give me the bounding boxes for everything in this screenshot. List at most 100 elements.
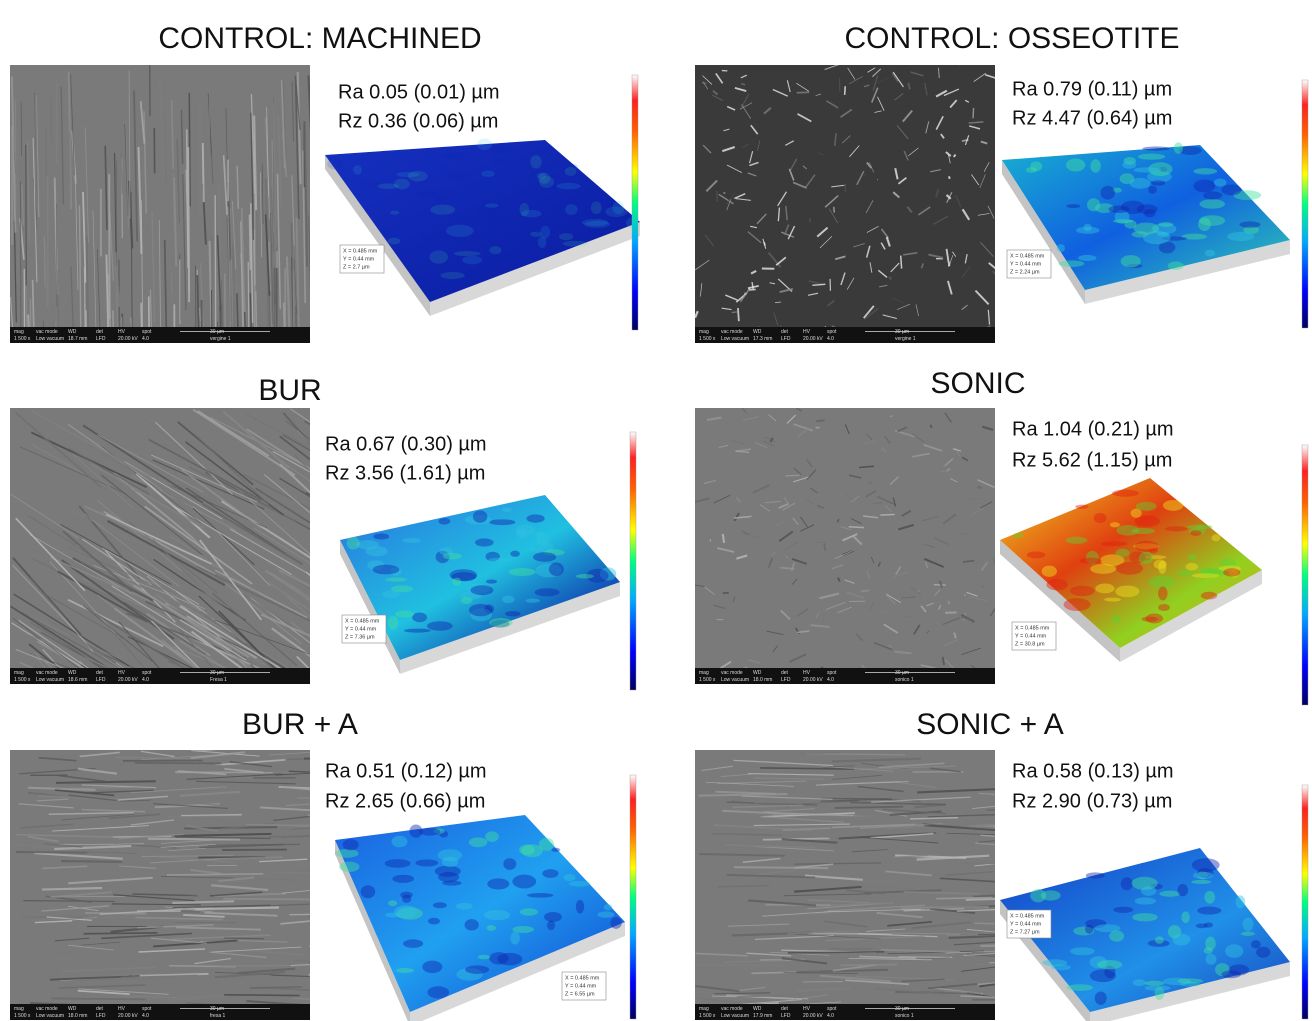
panel-title: BUR + A [242,708,358,741]
surface-texture [428,918,440,925]
colorbar [1302,785,1308,1019]
sem-texture [58,680,121,729]
surface-texture [527,893,554,898]
surface-texture [445,214,469,222]
surface-texture [1086,872,1105,878]
sem-bar-header: HV [118,670,126,676]
surface-texture [1235,895,1245,908]
inset-text: Y = 0.44 mm [343,256,375,262]
ra-value: Ra 0.58 (0.13) µm [1012,760,1174,782]
surface-texture [1042,959,1067,966]
sem-texture [738,658,739,661]
sem-bar-header: HV [803,670,811,676]
sem-bar-value: 1 500 x [14,677,31,683]
sem-texture [781,568,795,569]
sem-bar-value: LFD [96,1013,106,1019]
sem-texture [125,675,198,747]
surface-texture [533,552,556,561]
figure: CONTROL: MACHINEDRa 0.05 (0.01) µmRz 0.3… [0,0,1312,1021]
sem-bar-header: det [781,329,789,335]
sem-bar-value: 18.6 mm [68,677,87,683]
panel-title: BUR [258,374,321,407]
sem-texture [714,993,770,994]
sem-texture [250,215,251,270]
surface-texture [435,866,461,877]
surface-texture [564,874,576,881]
surface-texture [1151,180,1165,185]
surface-texture [502,595,515,603]
sem-bar-value: 17.3 mm [753,336,772,342]
surface-texture [415,859,438,866]
sem-texture [135,763,222,764]
surface-texture [512,875,536,889]
sem-image [10,408,406,757]
sem-texture [835,807,903,808]
sem-texture [307,1017,338,1018]
sem-bar-value: 20.00 kV [803,677,823,683]
inset-text: Z = 6.55 µm [565,991,595,997]
sem-bar-value: sonico 1 [895,1013,914,1019]
surface-texture [440,272,464,279]
surface-texture [1100,186,1114,200]
sem-texture [788,952,884,953]
surface-texture [403,939,423,948]
surface-texture [1058,260,1084,267]
surface-texture [422,961,442,973]
panel-title: SONIC + A [916,708,1064,741]
sem-texture [994,823,1058,828]
surface-texture [1115,549,1129,557]
sem-texture [224,938,264,939]
surface-texture [1192,858,1220,872]
surface-texture [454,251,481,256]
inset-text: Z = 2.7 µm [343,264,370,270]
sem-texture [305,830,366,835]
sem-bar-header: mag [14,1006,24,1012]
surface-texture [1205,937,1216,951]
panel-title: SONIC [930,367,1025,400]
surface-texture [433,902,447,908]
sem-texture [309,972,381,975]
sem-texture [785,475,799,476]
sem-bar-value: Low vacuum [721,336,749,342]
sem-bar-header: mag [14,329,24,335]
surface-texture [456,903,473,910]
surface-texture [1133,979,1146,986]
surface-texture [395,610,414,617]
surface-texture [416,191,434,198]
inset-text: X = 0.485 mm [345,618,380,624]
surface-texture [1133,223,1159,235]
surface-texture [487,925,496,931]
sem-bar-header: det [781,1006,789,1012]
sem-texture [51,98,52,143]
surface-texture [488,558,512,562]
surface-texture [1094,924,1120,932]
sem-bar-value: Low vacuum [36,1013,64,1019]
sem-image [685,408,1003,690]
surface-texture [1135,541,1159,552]
sem-bar-value: 4.0 [142,336,149,342]
surface-texture [1239,221,1260,227]
surface-texture [529,547,542,552]
inset-text: Y = 0.44 mm [1010,921,1042,927]
surface-texture [1145,985,1171,990]
surface-texture [535,532,543,537]
surface-texture [1121,255,1141,267]
surface-texture [1095,584,1114,594]
sem-bar-value: vergine 1 [210,336,231,342]
sem-texture [845,86,846,95]
surface-texture [559,233,573,240]
surface-texture [1159,891,1180,897]
sem-bar-header: WD [68,1006,77,1012]
sem-bar-value: LFD [96,677,106,683]
sem-texture [824,543,825,551]
surface-texture [465,965,489,974]
sem-texture [749,289,756,290]
sem-bar-value: LFD [781,1013,791,1019]
surface-texture [1122,161,1136,169]
surface-texture [478,955,491,959]
sem-texture [308,816,380,818]
colorbar [630,775,636,1019]
sem-bar-header: vac mode [721,670,743,676]
surface-texture [1193,872,1214,879]
